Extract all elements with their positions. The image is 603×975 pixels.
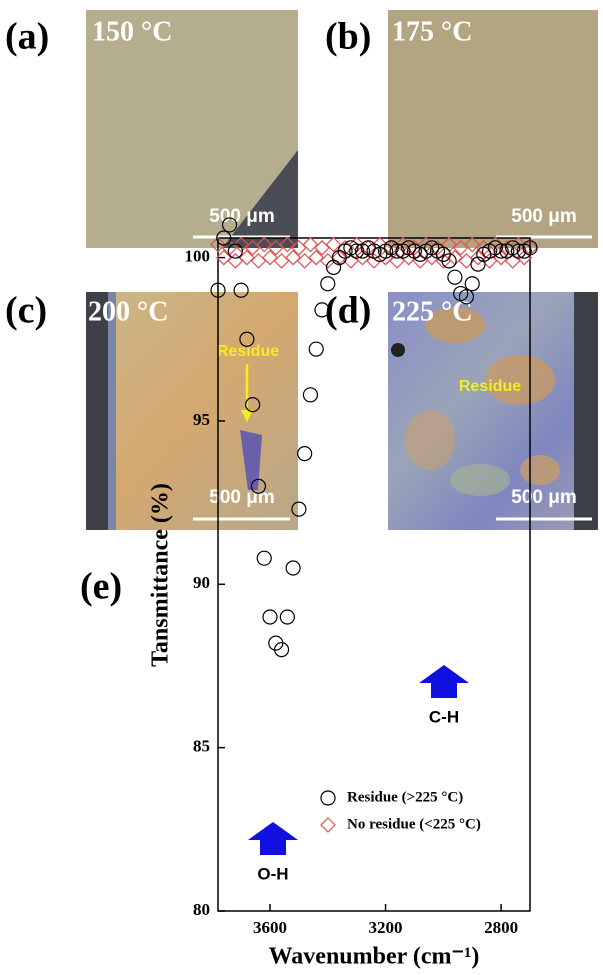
- scale-label: 500 μm: [209, 206, 275, 227]
- x-tick-label: 3200: [369, 918, 403, 937]
- diamond-point: [263, 251, 277, 265]
- y-tick-label: 85: [193, 737, 210, 756]
- circle-point: [263, 610, 277, 624]
- diamond-point: [303, 238, 317, 252]
- x-tick-label: 3600: [253, 918, 287, 937]
- panel-label: (e): [80, 566, 122, 608]
- circle-point: [303, 388, 317, 402]
- panel-label: (d): [325, 290, 371, 332]
- circle-point: [309, 342, 323, 356]
- temperature: 175 °C: [392, 16, 472, 47]
- circle-point: [465, 277, 479, 291]
- diamond-point: [251, 254, 265, 268]
- legend-label: Residue (>225 °C): [347, 789, 463, 805]
- circle-point: [286, 561, 300, 575]
- diamond-point: [275, 254, 289, 268]
- legend-marker: [321, 791, 335, 805]
- y-axis-title: Tansmittance (%): [148, 483, 174, 667]
- y-tick-label: 95: [193, 410, 210, 429]
- circle-point: [298, 447, 312, 461]
- x-axis-title: Wavenumber (cm⁻¹): [269, 944, 480, 970]
- y-tick-label: 80: [193, 900, 210, 919]
- y-tick-label: 100: [185, 247, 211, 266]
- annotation: O-H: [257, 864, 288, 883]
- diamond-point: [298, 254, 312, 268]
- legend-marker: [321, 818, 335, 832]
- scale-label: 500 μm: [511, 487, 577, 508]
- circle-point: [280, 610, 294, 624]
- y-tick-label: 90: [193, 573, 210, 592]
- panel-label: (c): [5, 290, 47, 332]
- figure: (a) 150 °C 500 μm (b) 175 °C 500 μm (c) …: [0, 0, 603, 975]
- diamond-point: [309, 251, 323, 265]
- oh-arrow: [248, 822, 298, 855]
- x-tick-label: 2800: [484, 918, 518, 937]
- circle-point: [257, 551, 271, 565]
- circle-point: [448, 270, 462, 284]
- circle-point: [321, 277, 335, 291]
- diamond-point: [286, 251, 300, 265]
- diamond-point: [315, 241, 329, 255]
- panel-label: (a): [5, 16, 49, 58]
- temperature: 150 °C: [92, 16, 172, 47]
- legend-label: No residue (<225 °C): [347, 816, 481, 832]
- annotation: C-H: [429, 707, 459, 726]
- temperature: 200 °C: [88, 296, 168, 327]
- scale-label: 500 μm: [511, 206, 577, 227]
- ch-arrow: [419, 665, 469, 698]
- panel-label: (b): [325, 16, 371, 58]
- residue-label: Residue: [459, 378, 521, 395]
